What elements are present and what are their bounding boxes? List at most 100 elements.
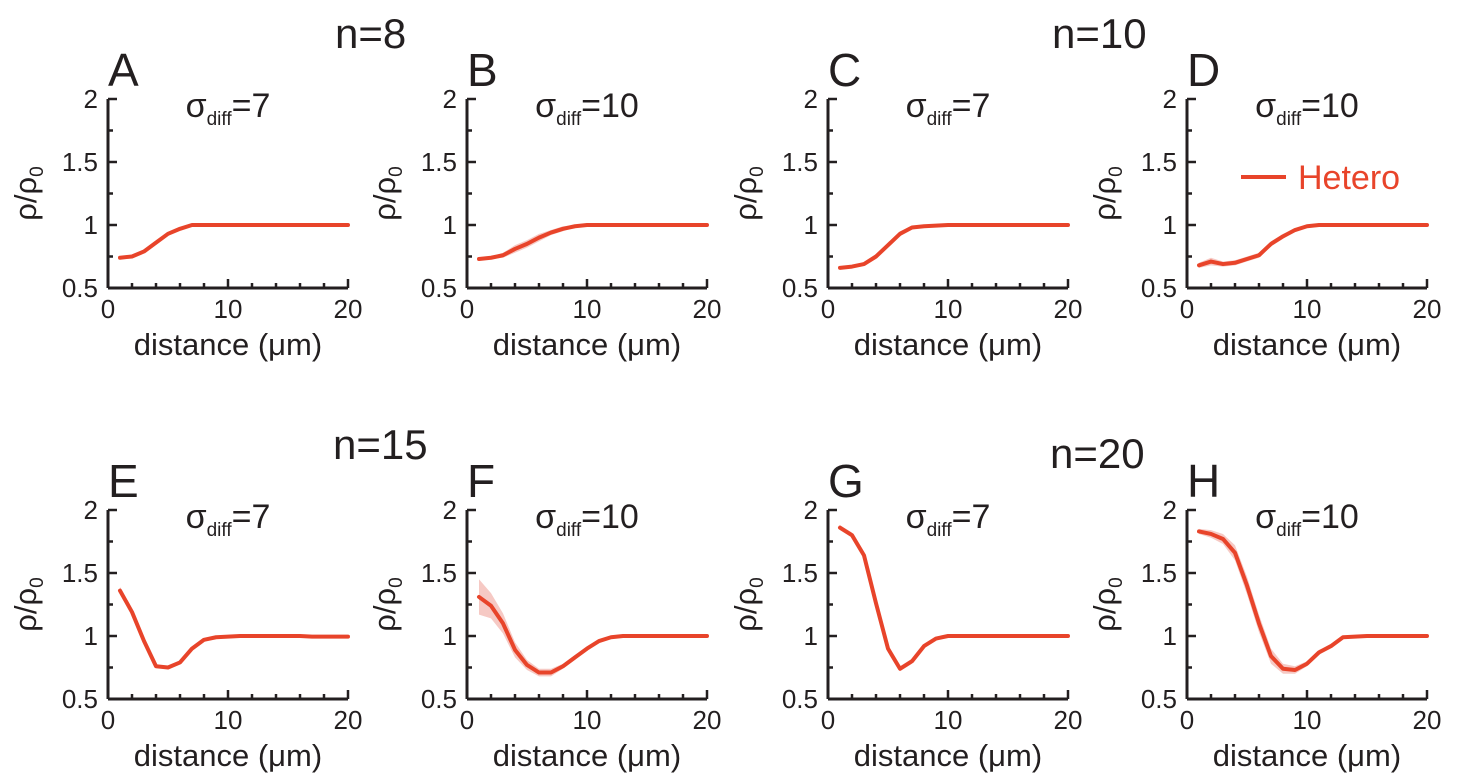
y-tick-label-a-2: 1.5	[62, 147, 98, 177]
x-tick-label-f-0: 0	[460, 705, 474, 735]
y-tick-label-f-3: 2	[443, 495, 457, 525]
series-band-f-0	[479, 579, 707, 677]
y-tick-label-c-2: 1.5	[782, 147, 818, 177]
series-line-e-0	[118, 588, 350, 670]
series-band-a-0	[120, 223, 348, 260]
panel-title-e: σdiff=7	[186, 498, 271, 541]
y-tick-label-h-1: 1	[1163, 621, 1177, 651]
series-line-b-0	[477, 223, 709, 262]
x-axis-label-g: distance (μm)	[854, 738, 1042, 773]
group-label-n15: n=15	[333, 421, 428, 468]
group-label-n8: n=8	[335, 10, 406, 57]
y-axis-label-h: ρ/ρ0	[1087, 577, 1127, 631]
y-tick-label-f-0: 0.5	[421, 684, 457, 714]
y-tick-label-b-1: 1	[443, 210, 457, 240]
panel-letter-d: D	[1187, 44, 1220, 96]
y-tick-label-b-0: 0.5	[421, 273, 457, 303]
x-tick-label-b-1: 10	[573, 294, 602, 324]
y-tick-label-d-0: 0.5	[1141, 273, 1177, 303]
series-line-f-0	[477, 594, 709, 675]
x-tick-label-e-0: 0	[101, 705, 115, 735]
x-axis-label-a: distance (μm)	[134, 327, 322, 362]
x-tick-label-a-0: 0	[101, 294, 115, 324]
y-tick-label-a-3: 2	[84, 84, 98, 114]
y-tick-label-g-3: 2	[804, 495, 818, 525]
x-tick-label-d-1: 10	[1293, 294, 1322, 324]
x-tick-label-a-2: 20	[334, 294, 363, 324]
x-tick-label-c-0: 0	[821, 294, 835, 324]
y-axis-label-d: ρ/ρ0	[1087, 166, 1127, 220]
y-tick-label-d-3: 2	[1163, 84, 1177, 114]
y-tick-label-e-2: 1.5	[62, 558, 98, 588]
x-axis-label-f: distance (μm)	[493, 738, 681, 773]
x-tick-label-c-1: 10	[934, 294, 963, 324]
x-tick-label-g-0: 0	[821, 705, 835, 735]
y-tick-label-e-1: 1	[84, 621, 98, 651]
series-line-h-0	[1197, 529, 1429, 673]
y-tick-label-b-3: 2	[443, 84, 457, 114]
x-axis-label-d: distance (μm)	[1213, 327, 1401, 362]
y-axis-label-g: ρ/ρ0	[728, 577, 768, 631]
x-tick-label-b-2: 20	[693, 294, 722, 324]
y-tick-label-g-1: 1	[804, 621, 818, 651]
panel-title-a: σdiff=7	[186, 87, 271, 130]
legend: Hetero	[1241, 159, 1400, 197]
x-axis-label-h: distance (μm)	[1213, 738, 1401, 773]
panel-title-b: σdiff=10	[535, 87, 639, 130]
series-band-b-0	[479, 223, 707, 261]
x-tick-label-f-1: 10	[573, 705, 602, 735]
x-tick-label-f-2: 20	[693, 705, 722, 735]
x-tick-label-b-0: 0	[460, 294, 474, 324]
y-tick-label-e-0: 0.5	[62, 684, 98, 714]
x-tick-label-g-2: 20	[1054, 705, 1083, 735]
y-tick-label-h-3: 2	[1163, 495, 1177, 525]
panel-letter-b: B	[467, 44, 498, 96]
series-line-g-0	[838, 525, 1070, 671]
panel-title-g: σdiff=7	[906, 498, 991, 541]
y-tick-label-c-0: 0.5	[782, 273, 818, 303]
y-tick-label-h-0: 0.5	[1141, 684, 1177, 714]
series-band-e-0	[120, 586, 348, 669]
series-band-c-0	[840, 225, 1068, 270]
y-tick-label-b-2: 1.5	[421, 147, 457, 177]
y-axis-label-b: ρ/ρ0	[367, 166, 407, 220]
y-axis-label-f: ρ/ρ0	[367, 577, 407, 631]
panel-letter-a: A	[108, 44, 139, 96]
series-line-d-0	[1197, 223, 1429, 268]
group-label-n10: n=10	[1052, 10, 1147, 57]
series-band-h-0	[1199, 528, 1427, 674]
x-axis-label-b: distance (μm)	[493, 327, 681, 362]
legend-label: Hetero	[1298, 159, 1400, 197]
x-tick-label-d-0: 0	[1180, 294, 1194, 324]
x-tick-label-e-2: 20	[334, 705, 363, 735]
y-tick-label-c-3: 2	[804, 84, 818, 114]
x-tick-label-c-2: 20	[1054, 294, 1083, 324]
x-tick-label-h-0: 0	[1180, 705, 1194, 735]
y-axis-label-e: ρ/ρ0	[8, 577, 48, 631]
x-axis-label-c: distance (μm)	[854, 327, 1042, 362]
y-tick-label-f-1: 1	[443, 621, 457, 651]
panel-letter-g: G	[828, 455, 864, 507]
x-tick-label-h-2: 20	[1413, 705, 1442, 735]
y-tick-label-h-2: 1.5	[1141, 558, 1177, 588]
y-tick-label-g-0: 0.5	[782, 684, 818, 714]
series-line-c-0	[838, 223, 1070, 270]
panel-letter-e: E	[108, 455, 139, 507]
y-axis-label-a: ρ/ρ0	[8, 166, 48, 220]
series-line-a-0	[118, 223, 350, 260]
group-label-n20: n=20	[1050, 430, 1145, 477]
x-tick-label-d-2: 20	[1413, 294, 1442, 324]
panel-title-c: σdiff=7	[906, 87, 991, 130]
y-tick-label-d-1: 1	[1163, 210, 1177, 240]
y-tick-label-a-1: 1	[84, 210, 98, 240]
panel-letter-c: C	[828, 44, 861, 96]
panel-title-h: σdiff=10	[1255, 498, 1359, 541]
y-tick-label-c-1: 1	[804, 210, 818, 240]
